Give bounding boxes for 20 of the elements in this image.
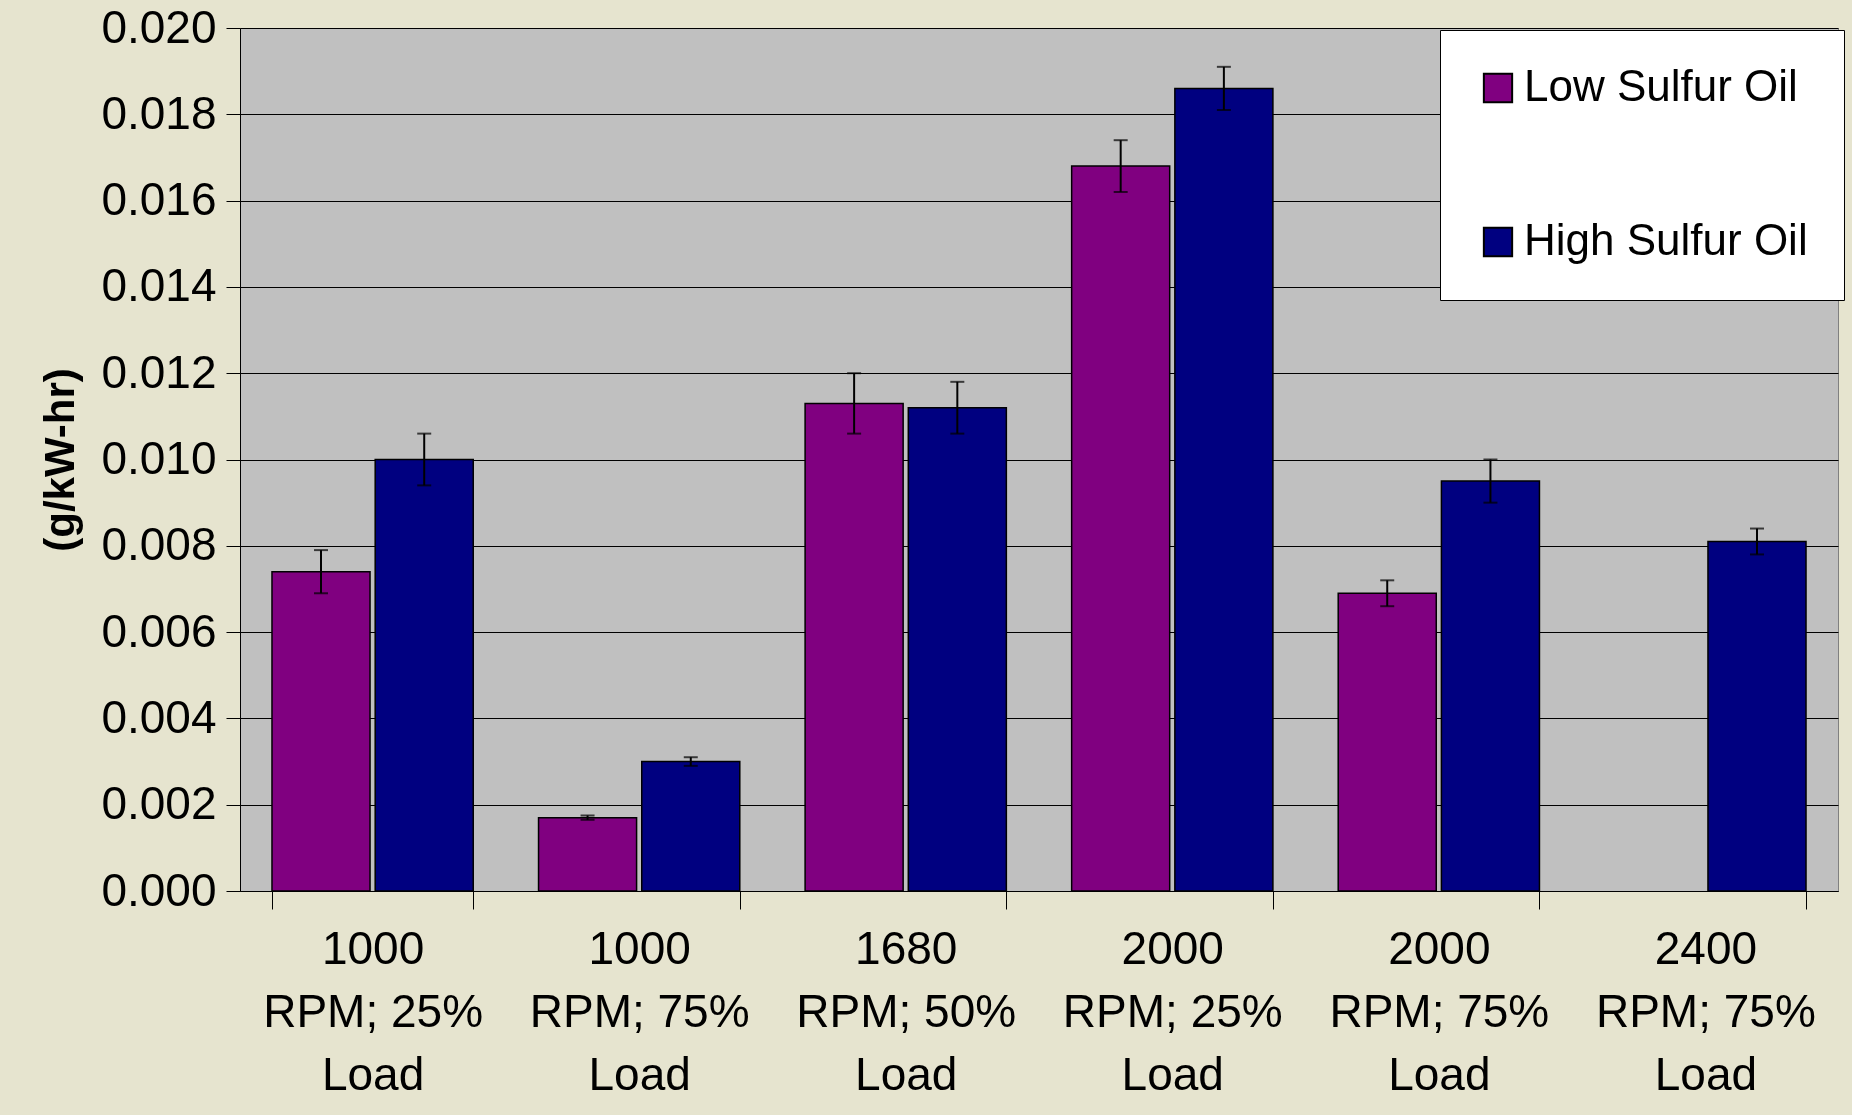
legend-label: Low Sulfur Oil: [1524, 61, 1798, 110]
y-tick-label: 0.008: [101, 518, 217, 571]
y-tick-label: 0.018: [101, 86, 217, 139]
legend-label: High Sulfur Oil: [1524, 215, 1808, 264]
y-tick-label: 0.000: [101, 863, 217, 916]
x-tick-label: 1000 RPM; 75% Load: [529, 921, 750, 1100]
y-tick-label: 0.016: [101, 173, 217, 226]
y-axis-title: (g/kW-hr): [36, 368, 84, 552]
y-tick-label: 0.014: [101, 259, 217, 312]
x-tick-label: 1000 RPM; 25% Load: [263, 921, 484, 1100]
x-tick-label: 2000 RPM; 25% Load: [1062, 921, 1283, 1100]
y-tick-label: 0.012: [101, 345, 217, 398]
x-tick-label: 2000 RPM; 75% Load: [1329, 921, 1550, 1100]
y-tick-label: 0.010: [101, 432, 217, 484]
y-tick-label: 0.006: [101, 604, 217, 657]
y-tick-label: 0.002: [101, 777, 217, 830]
x-tick-label: 2400 RPM; 75% Load: [1595, 921, 1816, 1100]
y-tick-label: 0.004: [101, 690, 217, 743]
y-tick-label: 0.020: [101, 0, 217, 53]
x-tick-label: 1680 RPM; 50% Load: [796, 921, 1017, 1100]
